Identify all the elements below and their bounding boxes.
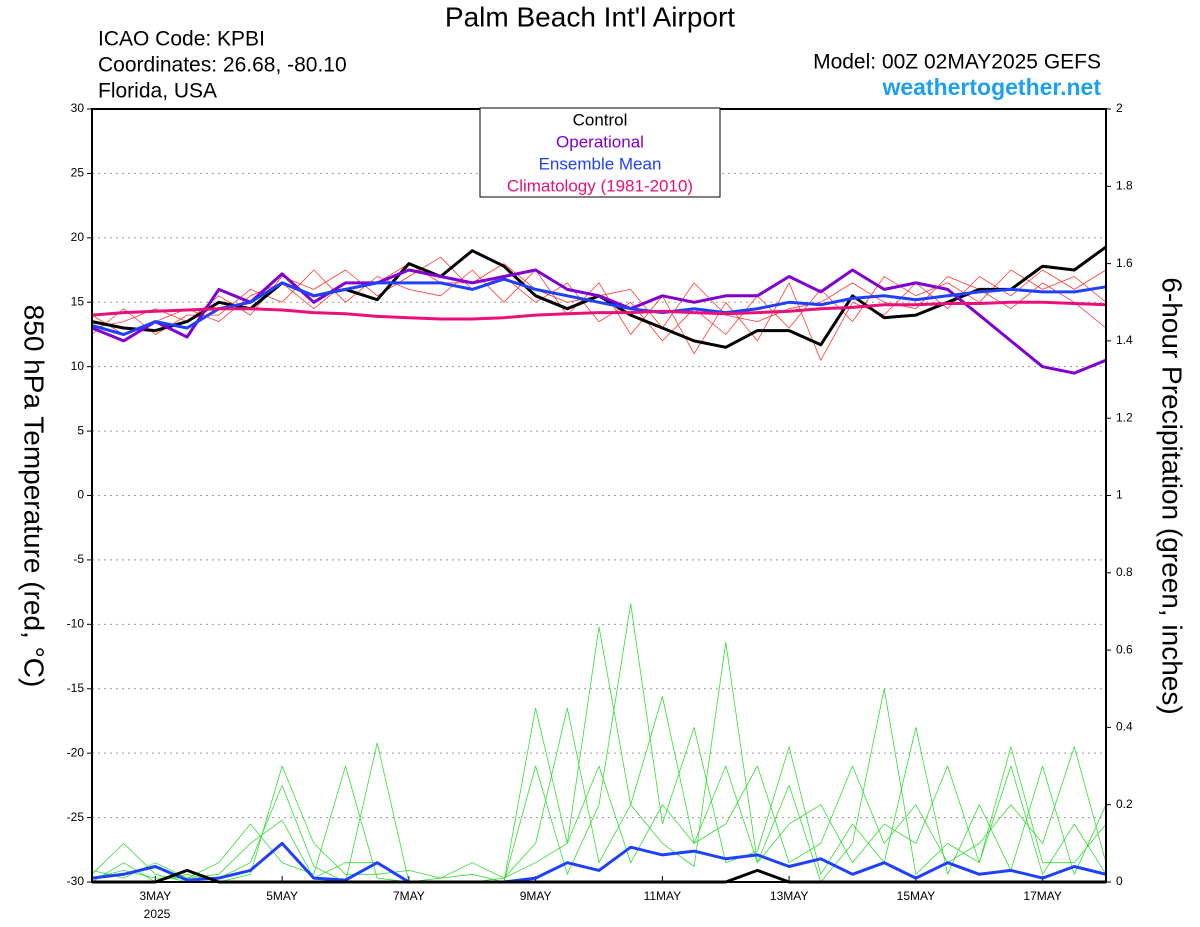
y2-tick-label: 0.4 (1116, 720, 1133, 734)
y2-tick-label: 1.8 (1116, 178, 1133, 192)
y-tick-label: 0 (77, 488, 84, 502)
x-tick-label: 3MAY (139, 889, 171, 903)
y-tick-label: -20 (67, 745, 85, 759)
legend-entry: Ensemble Mean (539, 154, 662, 173)
y2-tick-label: 1.4 (1116, 333, 1133, 347)
y2-tick-label: 1.6 (1116, 256, 1133, 270)
y-tick-label: -10 (67, 617, 85, 631)
y-tick-label: 10 (71, 359, 85, 373)
x-tick-label: 13MAY (770, 889, 808, 903)
chart-title: Palm Beach Int'l Airport (445, 1, 735, 32)
legend-box (479, 107, 721, 198)
series-line (91, 746, 1107, 883)
x-tick-label: 11MAY (644, 889, 682, 903)
legend-entry: Operational (556, 132, 644, 151)
site-label: weathertogether.net (881, 74, 1101, 100)
series-line (91, 300, 1107, 321)
legend-entry: Control (573, 110, 628, 129)
series-line (91, 841, 1107, 884)
info-line: Florida, USA (98, 80, 217, 103)
series-line (91, 277, 1107, 336)
y-tick-label: -5 (73, 552, 84, 566)
y-tick-label: 15 (71, 294, 85, 308)
y2-tick-label: 2 (1116, 101, 1123, 115)
y-tick-label: -30 (67, 874, 85, 888)
info-line: ICAO Code: KPBI (98, 28, 265, 51)
model-label: Model: 00Z 02MAY2025 GEFS (813, 51, 1101, 74)
y-tick-label: 25 (71, 166, 85, 180)
info-line: Coordinates: 26.68, -80.10 (98, 54, 347, 77)
y-tick-label: 20 (71, 230, 85, 244)
series-line (91, 626, 1107, 883)
legend-entry: Climatology (1981-2010) (507, 176, 693, 195)
x-tick-label: 17MAY (1023, 889, 1061, 903)
x-tick-label: 9MAY (520, 889, 552, 903)
series-line (91, 696, 1107, 883)
y-axis-label: 850 hPa Temperature (red, °C) (19, 305, 50, 688)
series-line (91, 603, 1107, 883)
y2-tick-label: 0 (1116, 874, 1123, 888)
x-sublabel: 2025 (144, 907, 171, 921)
series-line (91, 268, 1107, 375)
y2-axis-label: 6-hour Precipitation (green, inches) (1157, 277, 1188, 714)
x-tick-label: 7MAY (393, 889, 425, 903)
y2-tick-label: 0.6 (1116, 642, 1133, 656)
y-tick-label: -15 (67, 681, 85, 695)
x-tick-label: 15MAY (897, 889, 935, 903)
x-tick-label: 5MAY (266, 889, 298, 903)
series-line (91, 269, 1107, 361)
y-tick-label: 5 (77, 423, 84, 437)
y2-tick-label: 0.2 (1116, 797, 1133, 811)
y-tick-label: 30 (71, 101, 85, 115)
y2-tick-label: 1.2 (1116, 410, 1133, 424)
y2-tick-label: 1 (1116, 488, 1123, 502)
y-tick-label: -25 (67, 810, 85, 824)
y2-tick-label: 0.8 (1116, 565, 1133, 579)
